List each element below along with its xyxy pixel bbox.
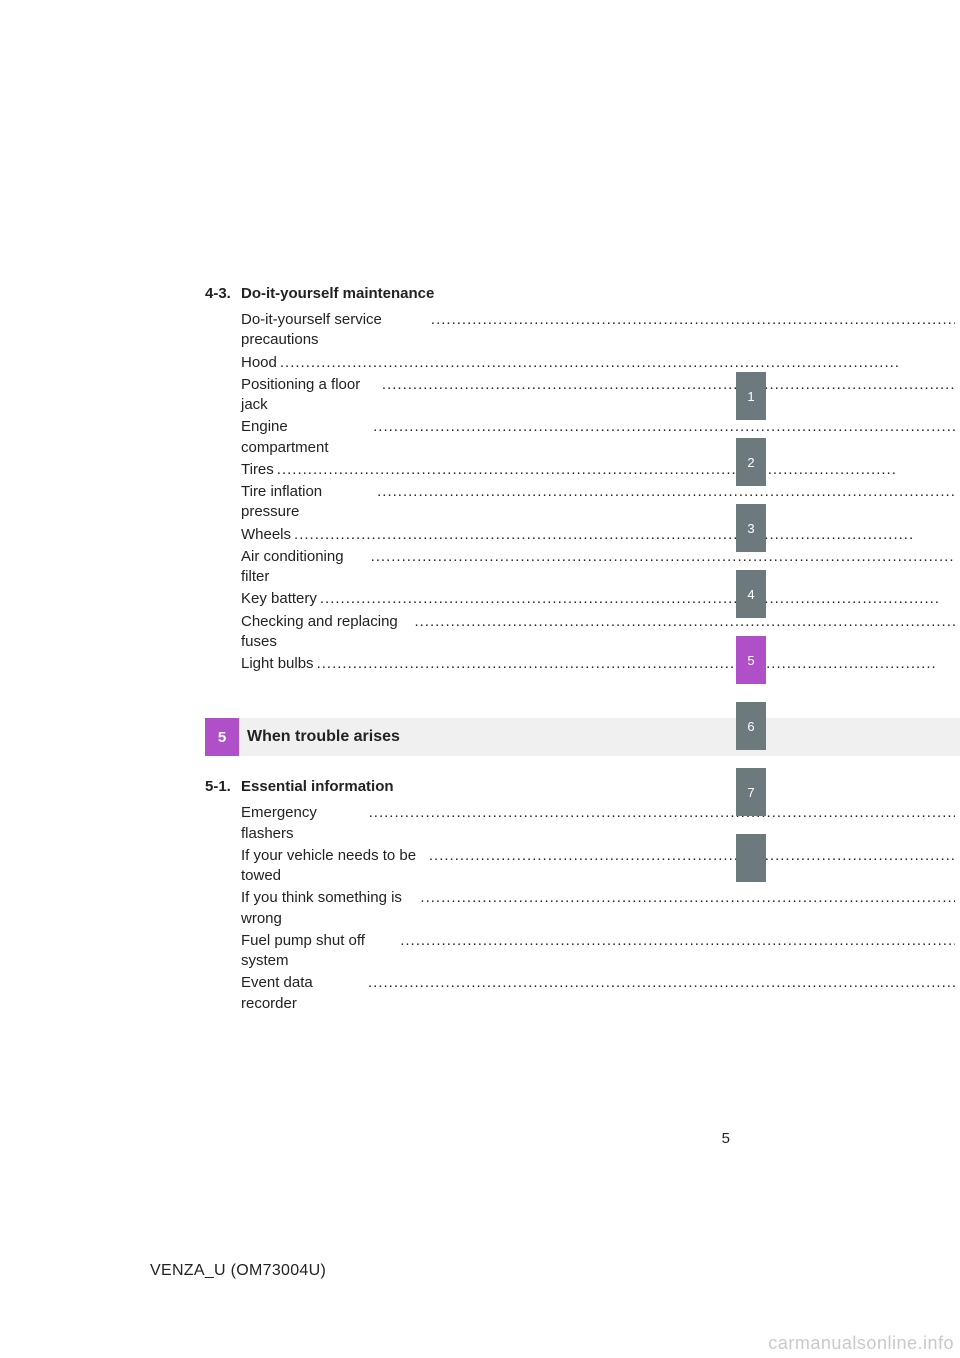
chapter-title: When trouble arises [239, 718, 960, 756]
toc-dots: ........................................… [277, 353, 955, 373]
toc-dots: ........................................… [428, 310, 955, 330]
toc-entry-label: Wheels [241, 525, 291, 545]
watermark: carmanualsonline.info [768, 1333, 954, 1354]
toc-dots: ........................................… [397, 931, 954, 951]
section-tab[interactable]: 7 [736, 768, 766, 816]
toc-dots: ........................................… [426, 846, 955, 866]
toc-entry-page: 440 [955, 353, 960, 373]
toc-entry: Tire inflation pressure.................… [241, 482, 960, 523]
toc-dots: ........................................… [274, 460, 955, 480]
toc-entry-page: 477 [955, 589, 960, 609]
toc-entry-page: 491 [955, 654, 960, 674]
toc-entry-label: Light bulbs [241, 654, 314, 674]
toc-entry-label: Fuel pump shut off system [241, 931, 397, 972]
toc-entry-label: Tires [241, 460, 274, 480]
toc-entry-page: 504 [955, 803, 960, 823]
toc-subsection: 4-3.Do-it-yourself maintenanceDo-it-your… [205, 285, 960, 676]
toc-dots: ........................................… [366, 803, 955, 823]
toc-entry-page: 481 [955, 612, 960, 632]
section-tab[interactable] [736, 834, 766, 882]
toc-entry: Tires...................................… [241, 460, 960, 480]
toc-entries: Emergency flashers......................… [241, 803, 960, 1014]
content-columns: 4-3.Do-it-yourself maintenanceDo-it-your… [205, 285, 730, 1191]
toc-entry: Emergency flashers......................… [241, 803, 960, 844]
toc-entry-page: 472 [955, 525, 960, 545]
toc-entry: Key battery.............................… [241, 589, 960, 609]
toc-entry-page: 436 [955, 310, 960, 330]
toc-entry: Checking and replacing fuses............… [241, 612, 960, 653]
toc-dots: ........................................… [291, 525, 955, 545]
page: 4-3.Do-it-yourself maintenanceDo-it-your… [0, 0, 960, 1358]
toc-entry: Do-it-yourself service precautions......… [241, 310, 960, 351]
toc-entry: Air conditioning filter.................… [241, 547, 960, 588]
subsection-header: 5-1.Essential information [205, 778, 960, 795]
subsection-number: 5-1. [205, 778, 241, 795]
toc-entry: Light bulbs.............................… [241, 654, 960, 674]
toc-entry: If your vehicle needs to be towed.......… [241, 846, 960, 887]
toc-entry-page: 444 [955, 417, 960, 437]
subsection-header: 4-3.Do-it-yourself maintenance [205, 285, 960, 302]
footer-text: VENZA_U (OM73004U) [150, 1262, 326, 1280]
left-column: 4-3.Do-it-yourself maintenanceDo-it-your… [205, 285, 960, 1191]
toc-entry-label: Engine compartment [241, 417, 370, 458]
toc-entry-label: Hood [241, 353, 277, 373]
toc-entry-label: If you think something is wrong [241, 888, 417, 929]
toc-dots: ........................................… [314, 654, 955, 674]
toc-entry: Wheels..................................… [241, 525, 960, 545]
toc-entry-page: 468 [955, 482, 960, 502]
toc-entry-page: 461 [955, 460, 960, 480]
toc-entry: If you think something is wrong.........… [241, 888, 960, 929]
toc-entry-label: Positioning a floor jack [241, 375, 379, 416]
section-tab[interactable]: 5 [736, 636, 766, 684]
toc-entry-page: 511 [955, 973, 960, 993]
chapter-bar: 5When trouble arises [205, 718, 960, 756]
page-number: 5 [722, 1130, 730, 1147]
toc-entry-label: Event data recorder [241, 973, 365, 1014]
toc-dots: ........................................… [411, 612, 954, 632]
section-tab[interactable]: 2 [736, 438, 766, 486]
chapter-number: 5 [205, 718, 239, 756]
toc-entry-label: Air conditioning filter [241, 547, 368, 588]
toc-entry-page: 505 [955, 846, 960, 866]
toc-entry: Hood....................................… [241, 353, 960, 373]
toc-entry-label: If your vehicle needs to be towed [241, 846, 426, 887]
section-tab[interactable]: 6 [736, 702, 766, 750]
toc-entry-label: Do-it-yourself service precautions [241, 310, 428, 351]
section-tabs: 1 2 3 4 5 6 7 [736, 372, 766, 882]
toc-dots: ........................................… [370, 417, 955, 437]
toc-dots: ........................................… [365, 973, 955, 993]
section-tab[interactable]: 3 [736, 504, 766, 552]
toc-dots: ........................................… [368, 547, 955, 567]
toc-subsection: 5-1.Essential information Emergency flash… [205, 778, 960, 1016]
toc-entry: Fuel pump shut off system...............… [241, 931, 960, 972]
subsection-number: 4-3. [205, 285, 241, 302]
toc-entry-label: Key battery [241, 589, 317, 609]
toc-entry: Event data recorder.....................… [241, 973, 960, 1014]
toc-entry-page: 474 [955, 547, 960, 567]
section-tab[interactable]: 4 [736, 570, 766, 618]
toc-dots: ........................................… [374, 482, 955, 502]
toc-entry-label: Emergency flashers [241, 803, 366, 844]
toc-entry-page: 442 [955, 375, 960, 395]
toc-entry: Positioning a floor jack................… [241, 375, 960, 416]
toc-entry-page: 509 [955, 888, 960, 908]
toc-dots: ........................................… [317, 589, 955, 609]
toc-entries: Do-it-yourself service precautions......… [241, 310, 960, 674]
toc-entry-label: Tire inflation pressure [241, 482, 374, 523]
toc-dots: ........................................… [379, 375, 955, 395]
toc-entry: Engine compartment......................… [241, 417, 960, 458]
toc-entry-page: 510 [955, 931, 960, 951]
subsection-title: Essential information [241, 778, 960, 795]
subsection-title: Do-it-yourself maintenance [241, 285, 960, 302]
toc-dots: ........................................… [417, 888, 954, 908]
section-tab[interactable]: 1 [736, 372, 766, 420]
toc-entry-label: Checking and replacing fuses [241, 612, 411, 653]
